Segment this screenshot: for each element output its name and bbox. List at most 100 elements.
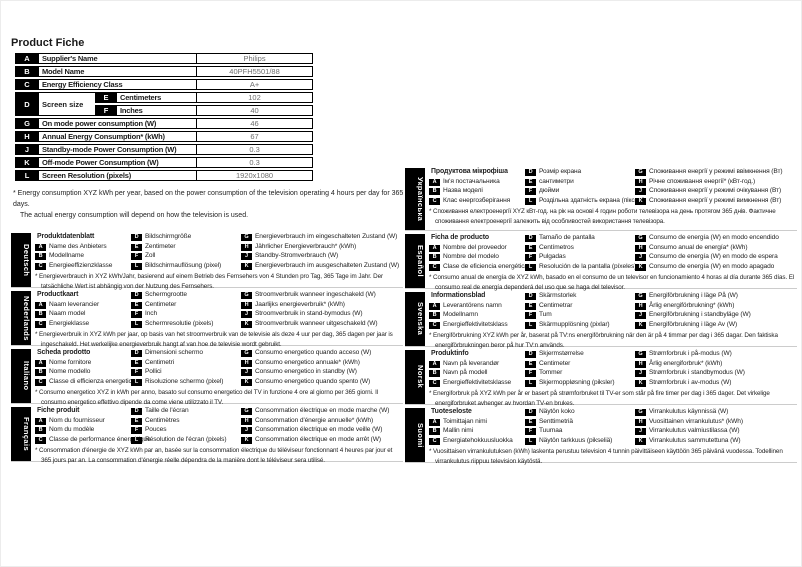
- key-badge-e: E: [131, 243, 142, 251]
- entry-label: Skärmstorlek: [539, 292, 577, 299]
- entry-label: Taille de l'écran: [145, 407, 189, 414]
- key-badge-a: A: [35, 243, 46, 251]
- right-language-column: Українська Продуктова мікрофіша A Ім'я по…: [405, 168, 797, 466]
- entry-label: Nombre del modelo: [443, 253, 499, 261]
- entry-label: Consommation électrique en mode veille (…: [255, 426, 383, 434]
- on-mode-value: 46: [196, 118, 314, 129]
- entry-f: F Zoll: [131, 252, 241, 262]
- key-badge-f: F: [525, 188, 536, 196]
- table-row: J Standby-mode Power Consumption (W) 0.3: [15, 144, 314, 155]
- key-badge-d: D: [525, 351, 536, 358]
- entry-d: D Näytön koko: [525, 408, 635, 418]
- entry-f: F Pollici: [131, 368, 241, 378]
- language-label: Italiano: [11, 349, 31, 403]
- entry-label: Energieklasse: [49, 319, 90, 327]
- key-badge-d: D: [131, 350, 142, 357]
- key-badge-d: D: [131, 234, 142, 241]
- entry-g: G Consommation électrique en mode marche …: [241, 407, 403, 417]
- key-badge-b: B: [15, 66, 39, 77]
- entry-f: F Tuumaa: [525, 427, 635, 437]
- entry-label: Clase de eficiencia energética: [443, 262, 528, 270]
- key-badge-c: C: [35, 262, 46, 270]
- entry-f: F Inch: [131, 310, 241, 320]
- entry-label: Standby-Stromverbrauch (W): [255, 252, 339, 260]
- entry-h: H Årlig energiforbruk* (kWh): [635, 360, 797, 370]
- entry-label: Zentimeter: [145, 242, 176, 250]
- entry-a: A Naam leverancier: [35, 301, 131, 311]
- entry-a: A Nombre del proveedor: [429, 244, 525, 254]
- entry-label: Споживання енергії у режимі вимкнення (В…: [649, 196, 782, 204]
- entry-f: F Pouces: [131, 426, 241, 436]
- entry-c: C Клас енергозберігання: [429, 197, 525, 207]
- entry-e: E Centimetri: [131, 359, 241, 369]
- entry-label: Consumo energetico annuale* (kWh): [255, 358, 360, 366]
- key-badge-k: K: [241, 262, 252, 270]
- key-badge-k: K: [635, 197, 646, 205]
- key-badge-c: C: [15, 79, 39, 90]
- key-badge-g: G: [241, 292, 252, 299]
- key-badge-d: D: [525, 235, 536, 242]
- entry-k: K Strømforbruk i av-modus (W): [635, 379, 797, 389]
- key-badge-d: D: [525, 409, 536, 416]
- key-badge-g: G: [241, 408, 252, 415]
- entry-k: K Virrankulutus sammutettuna (W): [635, 437, 797, 447]
- table-row: K Off-mode Power Consumption (W) 0.3: [15, 157, 314, 168]
- left-language-column: Deutsch Produktdatenblatt A Name des Anbi…: [11, 233, 403, 465]
- entry-d: D Dimensioni schermo: [131, 349, 241, 359]
- entry-label: Energieverbrauch im eingeschalteten Zust…: [255, 233, 398, 240]
- entry-label: Bildschirmauflösung (pixel): [145, 261, 222, 269]
- entry-label: Skjermoppløsning (piksler): [539, 378, 615, 386]
- language-label: Norsk: [405, 350, 425, 404]
- section-title: Informationsblad: [431, 292, 486, 299]
- key-badge-h: H: [241, 417, 252, 425]
- key-badge-f: F: [525, 370, 536, 378]
- inches-label: Inches: [117, 105, 197, 116]
- entry-label: Name des Anbieters: [49, 242, 107, 250]
- section-footnote: * Vuosittaisen virrankulutuksen (kWh) la…: [429, 448, 783, 465]
- entry-a: A Nome fornitore: [35, 359, 131, 369]
- entry-label: Resolución de la pantalla (píxeles): [539, 262, 637, 270]
- entry-b: B Nombre del modelo: [429, 253, 525, 263]
- key-badge-g: G: [635, 409, 646, 416]
- key-badge-j: J: [241, 253, 252, 261]
- section-footnote: * Consumo anual de energía de XYZ kWh, b…: [429, 274, 795, 291]
- entry-label: Consumo anual de energía* (kWh): [649, 243, 748, 251]
- section-title: Fiche produit: [37, 407, 80, 414]
- entry-c: C Energiatehokkuusluokka: [429, 437, 525, 447]
- key-badge-f: F: [525, 312, 536, 320]
- entry-a: A Nom du fournisseur: [35, 417, 131, 427]
- entry-b: B Назва моделі: [429, 187, 525, 197]
- entry-label: Energieverbrauch im ausgeschalteten Zust…: [255, 261, 400, 269]
- entry-label: Näytön tarkkuus (pikseliä): [539, 436, 613, 444]
- language-label: Español: [405, 234, 425, 288]
- key-badge-d: D: [15, 92, 39, 116]
- key-badge-l: L: [131, 436, 142, 444]
- key-badge-c: C: [429, 263, 440, 271]
- entry-l: L Resolución de la pantalla (píxeles): [525, 262, 637, 273]
- entry-j: J Virrankulutus valmiustilassa (W): [635, 427, 797, 437]
- entry-label: Skärmupplösning (pixlar): [539, 320, 610, 328]
- key-badge-b: B: [35, 369, 46, 377]
- model-name-value: 40PFH5501/88: [196, 66, 314, 77]
- entry-label: Risoluzione schermo (pixel): [145, 377, 224, 385]
- key-badge-d: D: [525, 169, 536, 176]
- entry-label: Consumo de energía (W) en modo apagado: [649, 262, 775, 270]
- key-badge-e: E: [525, 302, 536, 310]
- footnote-line-2: The actual energy consumption will depen…: [20, 211, 249, 219]
- key-badge-g: G: [635, 169, 646, 176]
- entry-h: H Річне споживання енергії* (кВт-год.): [635, 178, 797, 188]
- entry-label: Річне споживання енергії* (кВт-год.): [649, 177, 756, 185]
- standby-label: Standby-mode Power Consumption (W): [39, 144, 197, 155]
- section-content: Scheda prodotto A Nome fornitore B Nome mo…: [31, 349, 403, 406]
- entry-label: Inch: [145, 310, 158, 318]
- key-badge-l: L: [525, 263, 536, 271]
- entry-b: B Modellname: [35, 252, 131, 262]
- entry-l: L Schermresolutie (pixels): [131, 320, 241, 330]
- section-content: Productkaart A Naam leverancier B Naam mod…: [31, 291, 403, 348]
- key-badge-a: A: [429, 244, 440, 252]
- table-row: F Inches 40: [15, 105, 314, 116]
- entry-label: Energieffektivitetsklass: [443, 320, 508, 328]
- entry-label: Energiförbrukning i läge På (W): [649, 292, 738, 299]
- key-badge-c: C: [429, 437, 440, 445]
- entry-label: Toimittajan nimi: [443, 417, 487, 425]
